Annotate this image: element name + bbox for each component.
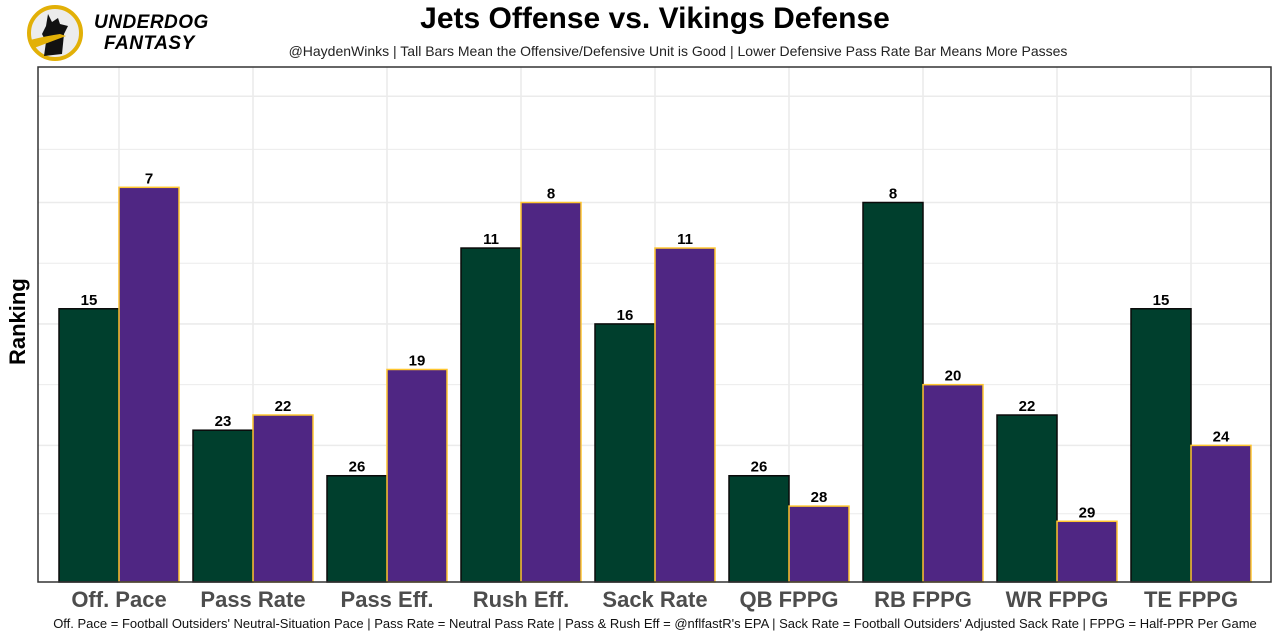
- underdog-logo-icon: [27, 5, 83, 61]
- data-label-offense: 16: [617, 307, 634, 324]
- x-tick-label: TE FPPG: [1144, 587, 1238, 612]
- x-tick-label: Sack Rate: [602, 587, 707, 612]
- data-label-offense: 22: [1019, 398, 1036, 415]
- bar-offense: [58, 308, 120, 583]
- x-tick-label: Pass Eff.: [341, 587, 434, 612]
- data-label-offense: 15: [81, 292, 98, 309]
- bar-defense: [1056, 520, 1118, 583]
- bar-offense: [996, 414, 1058, 583]
- chart-caption: Off. Pace = Football Outsiders' Neutral-…: [53, 616, 1257, 631]
- data-label-defense: 20: [945, 368, 962, 385]
- bar-defense: [252, 414, 314, 583]
- bar-offense: [728, 474, 790, 583]
- data-label-defense: 28: [811, 489, 828, 506]
- x-tick-label: Rush Eff.: [473, 587, 570, 612]
- data-labels: 15 7 23 22 26 19 11 8 16 11 26 28 8 20 22 29 15 24: [81, 170, 1230, 521]
- x-tick-labels: Off. Pace Pass Rate Pass Eff. Rush Eff. Sack…: [71, 587, 1238, 612]
- data-label-offense: 15: [1153, 292, 1170, 309]
- bar-offense: [862, 201, 924, 583]
- data-label-defense: 8: [547, 186, 555, 203]
- chart-subtitle: @HaydenWinks | Tall Bars Mean the Offens…: [288, 43, 1068, 59]
- data-label-defense: 7: [145, 170, 153, 187]
- bar-offense: [460, 247, 522, 583]
- data-label-offense: 8: [889, 186, 897, 203]
- bar-offense: [192, 429, 254, 583]
- bars: [58, 186, 1252, 583]
- data-label-offense: 11: [483, 231, 499, 248]
- bar-defense: [654, 247, 716, 583]
- data-label-offense: 26: [349, 459, 366, 476]
- data-label-offense: 26: [751, 459, 768, 476]
- x-tick-label: Pass Rate: [200, 587, 305, 612]
- brand-line-2: FANTASY: [104, 33, 195, 54]
- chart-title: Jets Offense vs. Vikings Defense: [420, 2, 890, 35]
- bar-offense: [594, 323, 656, 583]
- data-label-defense: 24: [1213, 428, 1230, 445]
- bar-defense: [922, 383, 984, 583]
- bar-defense: [386, 368, 448, 583]
- x-tick-label: WR FPPG: [1006, 587, 1109, 612]
- data-label-defense: 11: [677, 231, 693, 248]
- x-tick-label: RB FPPG: [874, 587, 972, 612]
- bar-defense: [1190, 444, 1252, 583]
- bar-offense: [1130, 308, 1192, 583]
- bar-defense: [118, 186, 180, 583]
- data-label-defense: 22: [275, 398, 292, 415]
- bar-defense: [788, 505, 850, 583]
- data-label-offense: 23: [215, 413, 232, 430]
- brand-line-1: UNDERDOG: [94, 12, 209, 33]
- panel-border: [37, 66, 1272, 583]
- data-label-defense: 19: [409, 352, 426, 369]
- x-tick-label: Off. Pace: [71, 587, 166, 612]
- bar-defense: [520, 201, 582, 583]
- bar-offense: [326, 474, 388, 583]
- data-label-defense: 29: [1079, 504, 1096, 521]
- brand-wordmark: UNDERDOG FANTASY: [94, 12, 209, 54]
- x-tick-label: QB FPPG: [739, 587, 838, 612]
